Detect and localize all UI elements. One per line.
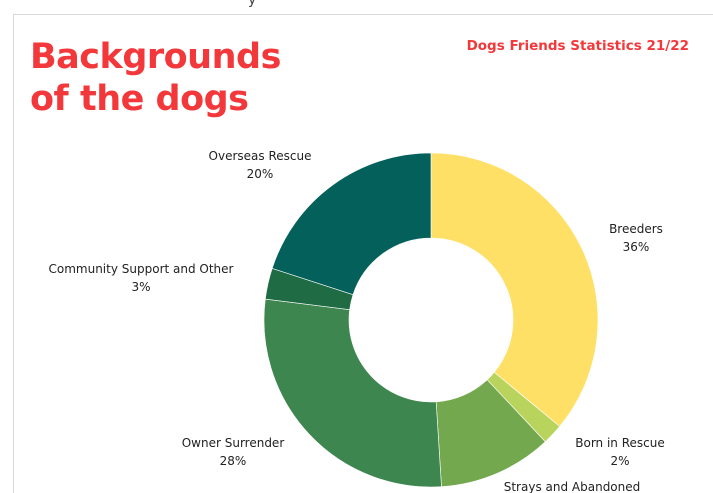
chart-title-line-1: Backgrounds	[30, 37, 281, 77]
label-name-owner-surrender: Owner Surrender	[182, 436, 285, 450]
label-born-in-rescue: Born in Rescue 2%	[575, 436, 665, 468]
chart-title: Backgrounds of the dogs	[30, 36, 281, 120]
slice-owner-surrender	[263, 298, 442, 488]
slice-overseas-rescue	[271, 152, 432, 296]
label-breeders: Breeders 36%	[609, 222, 663, 254]
label-name-born-in-rescue: Born in Rescue	[575, 436, 665, 450]
label-strays-and-abandoned: Strays and Abandoned	[504, 480, 641, 493]
label-value-owner-surrender: 28%	[220, 454, 247, 468]
label-name-community-support-and-other: Community Support and Other	[49, 262, 234, 276]
slice-breeders	[430, 152, 599, 427]
label-name-strays-and-abandoned: Strays and Abandoned	[504, 480, 641, 493]
label-overseas-rescue: Overseas Rescue 20%	[209, 149, 312, 181]
slice-labels: Breeders 36% Born in Rescue 2% Strays and Ab…	[49, 149, 665, 493]
left-frame-edge	[0, 14, 14, 493]
label-value-overseas-rescue: 20%	[247, 167, 274, 181]
label-name-overseas-rescue: Overseas Rescue	[209, 149, 312, 163]
cropped-text: y	[248, 0, 257, 8]
chart-title-line-2: of the dogs	[30, 79, 249, 119]
label-community-support-and-other: Community Support and Other 3%	[49, 262, 234, 294]
label-value-breeders: 36%	[623, 240, 650, 254]
label-name-breeders: Breeders	[609, 222, 663, 236]
label-owner-surrender: Owner Surrender 28%	[182, 436, 285, 468]
top-frame-edge: y	[0, 0, 713, 15]
donut-slices	[263, 152, 599, 488]
label-value-community-support-and-other: 3%	[131, 280, 150, 294]
label-value-born-in-rescue: 2%	[610, 454, 629, 468]
chart-subtitle: Dogs Friends Statistics 21/22	[466, 38, 689, 54]
